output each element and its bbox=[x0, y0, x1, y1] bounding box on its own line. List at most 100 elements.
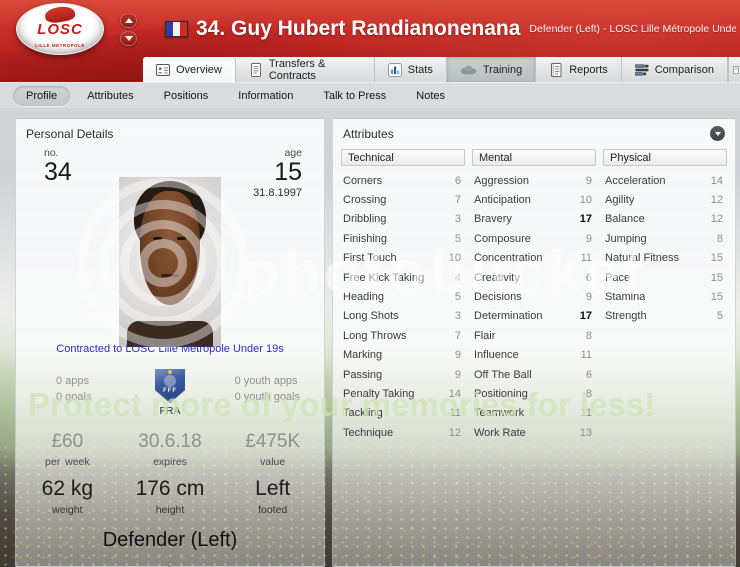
attribute-label: Aggression bbox=[474, 174, 530, 187]
previous-player-button[interactable] bbox=[120, 13, 137, 28]
shirt-number-value: 34 bbox=[44, 158, 72, 186]
attribute-row: Determination 17 bbox=[472, 307, 596, 326]
attribute-row: Dribbling 3 bbox=[341, 210, 465, 229]
attribute-column-mental: Mental Aggression 9 Anticipation 10 Bravery 1… bbox=[472, 149, 596, 562]
attribute-value: 5 bbox=[454, 232, 461, 245]
arrow-down-icon bbox=[124, 36, 133, 41]
attribute-row: Aggression 9 bbox=[472, 171, 596, 190]
wage-label: per week bbox=[45, 456, 90, 468]
attribute-row: Crossing 7 bbox=[341, 190, 465, 209]
attribute-value: 6 bbox=[454, 174, 461, 187]
panel-title: Attributes bbox=[343, 127, 394, 141]
player-photo-face bbox=[140, 191, 200, 305]
document-icon bbox=[733, 65, 739, 74]
attribute-label: Dribbling bbox=[343, 213, 387, 226]
attribute-value: 9 bbox=[585, 232, 592, 245]
attribute-row: Free Kick Taking 4 bbox=[341, 268, 465, 287]
attribute-label: Flair bbox=[474, 329, 496, 342]
tab-stats[interactable]: Stats bbox=[375, 57, 447, 82]
attribute-value: 15 bbox=[710, 291, 723, 304]
attribute-value: 9 bbox=[454, 368, 461, 381]
federation-initials: FFF bbox=[163, 388, 177, 394]
tab-overflow-partial[interactable] bbox=[728, 57, 740, 82]
attribute-label: Technique bbox=[343, 426, 394, 439]
player-name: 34. Guy Hubert Randianonenana bbox=[196, 16, 521, 40]
club-crest[interactable]: LOSC LILLE MÉTROPOLE bbox=[16, 3, 106, 56]
tab-transfers-contracts[interactable]: Transfers & Contracts bbox=[236, 57, 375, 82]
subtab-notes[interactable]: Notes bbox=[416, 89, 446, 102]
attribute-row: Balance 12 bbox=[603, 210, 727, 229]
attribute-value: 6 bbox=[585, 368, 592, 381]
main-tabbar: Overview Transfers & Contracts Stats Tra… bbox=[143, 57, 740, 82]
tab-training[interactable]: Training bbox=[446, 57, 537, 82]
attribute-row: Teamwork 11 bbox=[472, 404, 596, 423]
player-subtitle: Defender (Left) - LOSC Lille Métropole U… bbox=[529, 22, 736, 35]
attribute-value: 8 bbox=[716, 232, 723, 245]
wage-block: £60 per week bbox=[16, 431, 119, 468]
attribute-label: Determination bbox=[474, 310, 543, 323]
attribute-value: 5 bbox=[454, 291, 461, 304]
tab-overview[interactable]: Overview bbox=[143, 57, 236, 82]
attribute-label: Work Rate bbox=[474, 426, 526, 439]
attribute-row: Decisions 9 bbox=[472, 287, 596, 306]
tab-label: Training bbox=[482, 63, 523, 76]
value-label: value bbox=[260, 456, 286, 468]
attribute-value: 9 bbox=[585, 174, 592, 187]
tab-label: Transfers & Contracts bbox=[268, 57, 326, 82]
attribute-label: First Touch bbox=[343, 252, 397, 265]
attribute-columns: Technical Corners 6 Crossing 7 Dribbling 3 Fin… bbox=[341, 149, 727, 562]
subtab-attributes[interactable]: Attributes bbox=[87, 89, 134, 102]
attribute-value: 15 bbox=[710, 252, 723, 265]
player-photo-mouth bbox=[161, 274, 179, 277]
subtab-information[interactable]: Information bbox=[238, 89, 294, 102]
contract-club-link[interactable]: Contracted to LOSC Lille Métropole Under… bbox=[56, 343, 284, 355]
position-note: - bbox=[168, 559, 172, 567]
attribute-label: Acceleration bbox=[605, 174, 666, 187]
attribute-group-header: Physical bbox=[603, 149, 727, 166]
player-photo-eye bbox=[177, 237, 186, 240]
senior-stats: 0 apps 0 goals bbox=[56, 373, 91, 405]
chevron-down-icon bbox=[714, 131, 721, 136]
attribute-value: 11 bbox=[580, 349, 592, 362]
panel-options-button[interactable] bbox=[710, 126, 725, 141]
attribute-label: Concentration bbox=[474, 252, 543, 265]
attribute-value: 3 bbox=[454, 310, 461, 323]
attribute-row: Influence 11 bbox=[472, 346, 596, 365]
attribute-row: Penalty Taking 14 bbox=[341, 384, 465, 403]
attribute-label: Crossing bbox=[343, 194, 387, 207]
attributes-panel: Attributes Technical Corners 6 Crossing 7 Dr… bbox=[332, 118, 736, 567]
player-header: LOSC LILLE MÉTROPOLE 34. Guy Hubert Rand… bbox=[0, 0, 740, 90]
next-player-button[interactable] bbox=[120, 31, 137, 46]
attribute-value: 9 bbox=[585, 291, 592, 304]
tab-reports[interactable]: Reports bbox=[536, 57, 622, 82]
attribute-group-header: Technical bbox=[341, 149, 465, 166]
subtab-talk-to-press[interactable]: Talk to Press bbox=[323, 89, 387, 102]
comparison-icon bbox=[634, 64, 649, 76]
apps-value: 0 apps bbox=[56, 375, 90, 387]
age-label: age bbox=[284, 147, 302, 159]
subtab-positions[interactable]: Positions bbox=[163, 89, 209, 102]
player-photo bbox=[119, 177, 221, 347]
player-photo-eye bbox=[153, 237, 162, 240]
attribute-row: Creativity 6 bbox=[472, 268, 596, 287]
arrow-up-icon bbox=[124, 18, 133, 23]
youth-goals-value: 0 youth goals bbox=[234, 391, 300, 403]
attribute-label: Marking bbox=[343, 349, 383, 362]
attribute-value: 12 bbox=[710, 213, 723, 226]
attribute-value: 7 bbox=[454, 194, 461, 207]
subtab-profile[interactable]: Profile bbox=[13, 85, 71, 106]
attribute-row: Anticipation 10 bbox=[472, 190, 596, 209]
tab-comparison[interactable]: Comparison bbox=[622, 57, 729, 82]
youth-apps-value: 0 youth apps bbox=[234, 375, 298, 387]
attribute-value: 17 bbox=[579, 213, 592, 226]
expires-value: 30.6.18 bbox=[138, 431, 202, 452]
physique-row: 62 kg weight 176 cm height Left footed bbox=[16, 477, 324, 516]
attribute-row: Positioning 8 bbox=[472, 384, 596, 403]
panel-title: Personal Details bbox=[26, 127, 114, 141]
attribute-label: Natural Fitness bbox=[605, 252, 679, 265]
attribute-value: 6 bbox=[585, 271, 592, 284]
club-crest-oval: LOSC LILLE MÉTROPOLE bbox=[16, 3, 104, 55]
attribute-label: Corners bbox=[343, 174, 383, 187]
attribute-label: Agility bbox=[605, 194, 635, 207]
attribute-label: Teamwork bbox=[474, 407, 525, 420]
